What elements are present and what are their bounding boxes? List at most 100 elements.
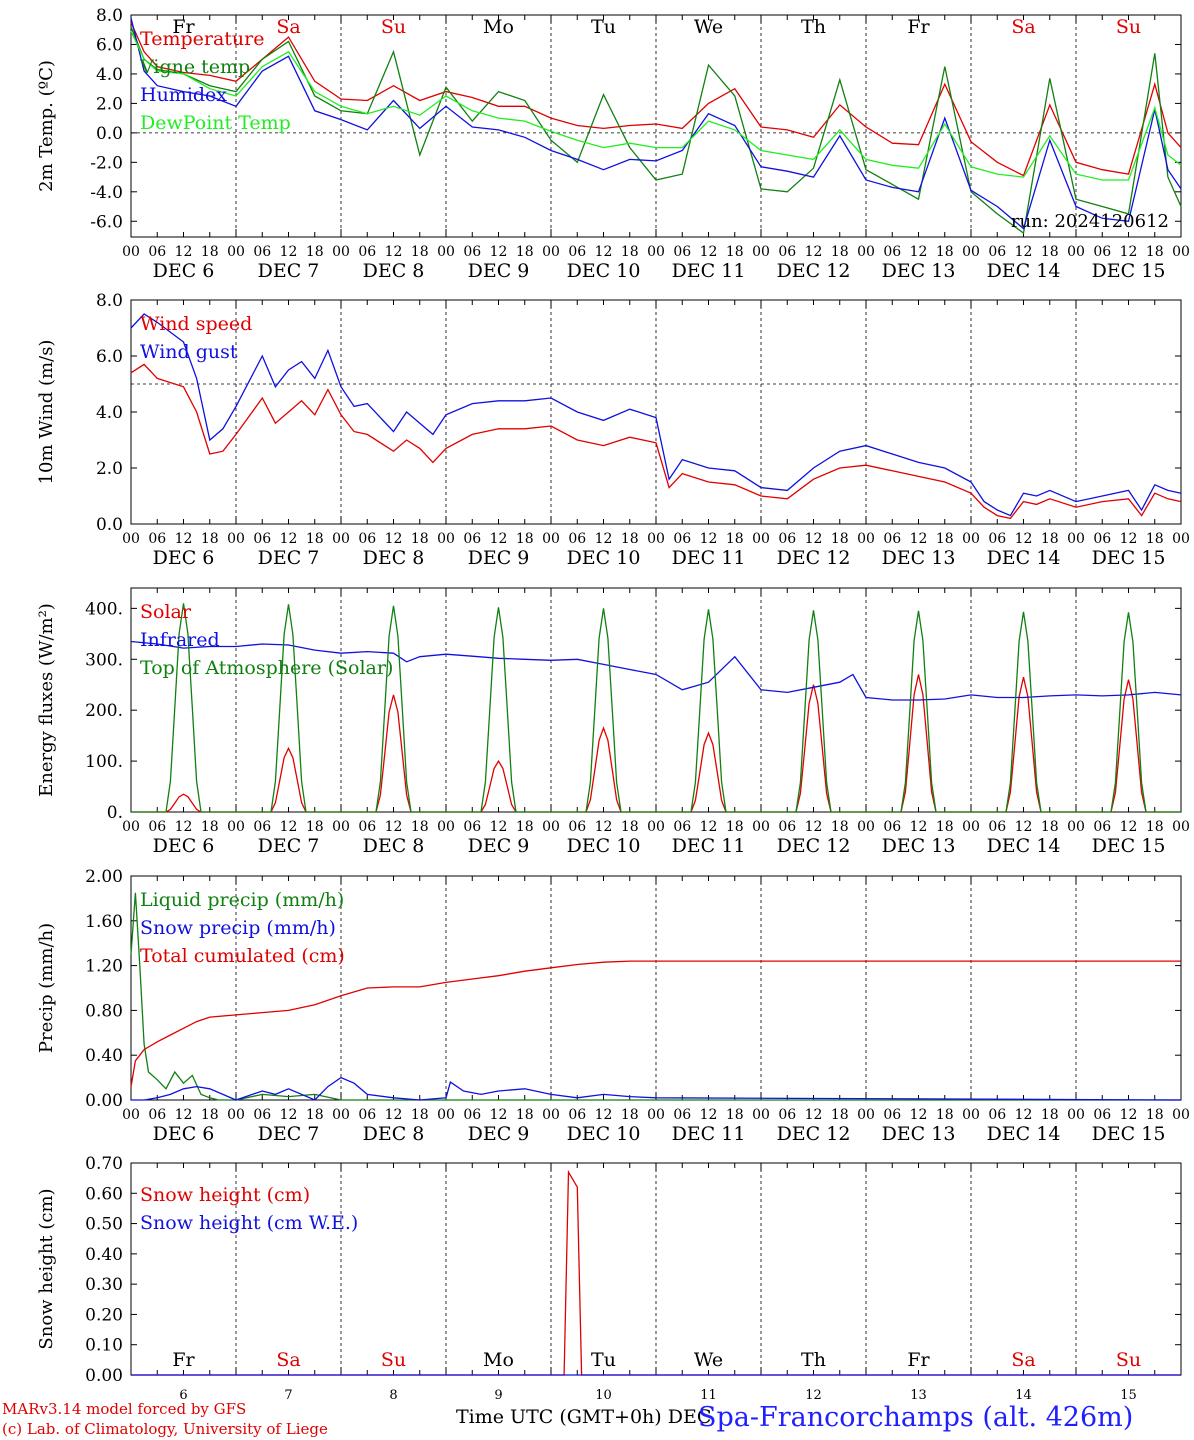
hour-tick-label: 00 <box>332 244 350 260</box>
hour-tick-label: 12 <box>1015 244 1033 260</box>
hour-tick-label: 00 <box>857 1107 875 1123</box>
date-label: DEC 10 <box>567 260 641 282</box>
day-name: We <box>694 1349 723 1371</box>
date-label: DEC 14 <box>987 260 1061 282</box>
date-label: DEC 12 <box>777 1123 851 1145</box>
y-axis-label: Snow height (cm) <box>36 1188 57 1349</box>
hour-tick-label: 12 <box>385 1107 403 1123</box>
hour-tick-label: 06 <box>1093 819 1111 835</box>
hour-tick-label: 00 <box>647 1107 665 1123</box>
hour-tick-label: 06 <box>778 531 796 547</box>
y-tick-label: 100. <box>85 752 123 772</box>
series-wind-gust <box>130 313 1182 517</box>
legend-entry: Solar <box>140 601 192 623</box>
hour-tick-label: 18 <box>936 1107 954 1123</box>
hour-tick-label: 00 <box>122 244 140 260</box>
day-name: Fr <box>172 16 195 38</box>
series-total-cumulated-cm <box>130 960 1181 1087</box>
hour-tick-label: 18 <box>1041 819 1059 835</box>
date-label: DEC 15 <box>1092 1123 1166 1145</box>
date-label: DEC 8 <box>363 835 425 857</box>
hour-tick-label: 00 <box>752 244 770 260</box>
y-tick-label: 2.0 <box>96 94 123 114</box>
y-tick-label: 1.20 <box>85 957 123 977</box>
hour-tick-label: 06 <box>253 244 271 260</box>
hour-tick-label: 18 <box>411 531 429 547</box>
hour-tick-label: 06 <box>148 531 166 547</box>
date-label: DEC 9 <box>468 547 530 569</box>
hour-tick-label: 06 <box>148 244 166 260</box>
hour-tick-label: 06 <box>463 819 481 835</box>
date-label: DEC 7 <box>258 547 320 569</box>
hour-tick-label: 18 <box>201 1107 219 1123</box>
hour-tick-label: 06 <box>358 819 376 835</box>
hour-tick-label: 00 <box>122 531 140 547</box>
series-dewpoint-temp <box>130 30 1182 181</box>
y-tick-label: 0.10 <box>85 1336 123 1356</box>
y-tick-label: 300. <box>85 650 123 670</box>
hour-tick-label: 00 <box>857 531 875 547</box>
y-tick-label: 0.20 <box>85 1305 123 1325</box>
hour-tick-label: 06 <box>253 531 271 547</box>
hour-tick-label: 06 <box>778 1107 796 1123</box>
station-name: Spa-Francorchamps (alt. 426m) <box>698 1402 1134 1433</box>
date-label: DEC 13 <box>882 835 956 857</box>
hour-tick-label: 06 <box>148 819 166 835</box>
panel-5: 0.70 0.60 0.50 0.40 0.30 0.20 0.10 0.00 Snow hei… <box>36 1154 1182 1403</box>
hour-tick-label: 12 <box>280 531 298 547</box>
hour-tick-label: 00 <box>542 1107 560 1123</box>
hour-tick-label: 18 <box>936 531 954 547</box>
day-name: We <box>694 16 723 38</box>
hour-tick-label: 06 <box>253 1107 271 1123</box>
hour-tick-label: 12 <box>910 531 928 547</box>
y-tick-label: 4.0 <box>96 65 123 85</box>
hour-tick-label: 00 <box>122 819 140 835</box>
hour-tick-label: 06 <box>673 531 691 547</box>
hour-tick-label: 06 <box>1093 1107 1111 1123</box>
hour-tick-label: 12 <box>1120 1107 1138 1123</box>
hour-tick-label: 18 <box>726 1107 744 1123</box>
hour-tick-label: 00 <box>227 819 245 835</box>
hour-tick-label: 06 <box>568 244 586 260</box>
hour-tick-label: 06 <box>988 819 1006 835</box>
hour-tick-label: 12 <box>175 1107 193 1123</box>
date-label: DEC 7 <box>258 1123 320 1145</box>
hour-tick-label: 00 <box>647 819 665 835</box>
hour-tick-label: 06 <box>778 244 796 260</box>
y-tick-label: 200. <box>85 701 123 721</box>
hour-tick-label: 00 <box>752 531 770 547</box>
y-tick-label: -4.0 <box>90 183 123 203</box>
hour-tick-label: 12 <box>385 244 403 260</box>
hour-tick-label: 00 <box>1067 244 1085 260</box>
hour-tick-label: 00 <box>857 244 875 260</box>
day-name: Tu <box>591 16 616 38</box>
hour-tick-label: 12 <box>595 1107 613 1123</box>
hour-tick-label: 18 <box>411 1107 429 1123</box>
hour-tick-label: 06 <box>148 1107 166 1123</box>
hour-tick-label: 06 <box>673 244 691 260</box>
legend-entry: Wind gust <box>140 341 238 363</box>
legend-entry: Wind speed <box>140 313 252 335</box>
hour-tick-label: 12 <box>1015 531 1033 547</box>
y-tick-label: 0.60 <box>85 1184 123 1204</box>
y-tick-label: -6.0 <box>90 212 123 232</box>
day-name: Fr <box>172 1349 195 1371</box>
y-tick-label: 6.0 <box>96 347 123 367</box>
legend-entry: Snow height (cm) <box>140 1184 310 1206</box>
hour-tick-label: 00 <box>752 1107 770 1123</box>
day-name: Su <box>1116 1349 1141 1371</box>
y-tick-label: 4.0 <box>96 403 123 423</box>
hour-tick-label: 12 <box>1120 531 1138 547</box>
hour-tick-label: 12 <box>385 819 403 835</box>
date-label: DEC 6 <box>153 1123 215 1145</box>
hour-tick-label: 00 <box>752 819 770 835</box>
hour-tick-label: 12 <box>910 819 928 835</box>
plot-frame <box>130 587 1182 813</box>
day-name: Su <box>1116 16 1141 38</box>
legend-entry: Snow precip (mm/h) <box>140 917 336 939</box>
hour-tick-label: 12 <box>700 244 718 260</box>
hour-tick-label: 18 <box>936 819 954 835</box>
hour-tick-label: 12 <box>490 244 508 260</box>
hour-tick-label: 18 <box>201 244 219 260</box>
